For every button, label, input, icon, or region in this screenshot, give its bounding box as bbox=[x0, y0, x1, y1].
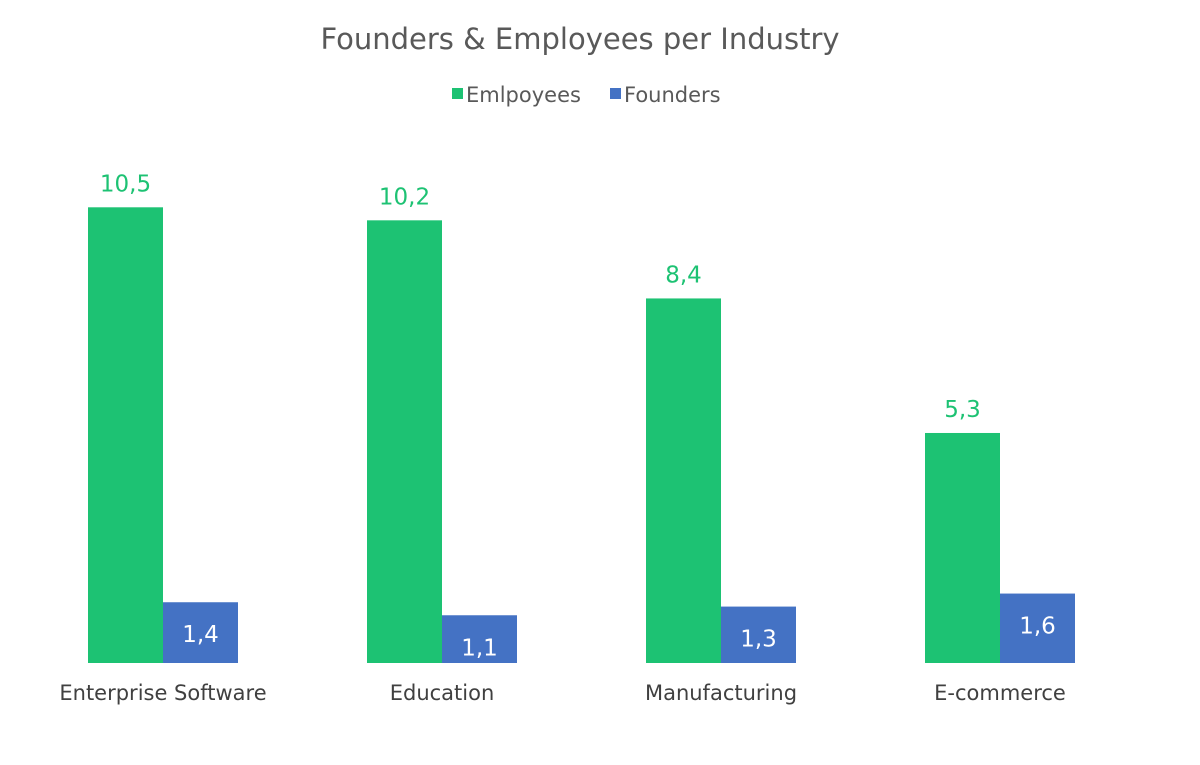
bar-employees bbox=[88, 207, 163, 664]
bar-employees bbox=[367, 220, 442, 663]
legend-label-employees: Emlpoyees bbox=[466, 83, 581, 107]
bar-founders bbox=[442, 615, 517, 663]
legend-label-founders: Founders bbox=[624, 83, 721, 107]
category-label: Education bbox=[390, 681, 495, 705]
bar-employees bbox=[925, 432, 1000, 663]
legend-swatch-founders bbox=[610, 88, 621, 99]
bar-founders bbox=[163, 602, 238, 663]
data-label-founders: 1,4 bbox=[182, 622, 219, 648]
value-labels-group: 10,5 1,4 10,2 1,1 8,4 1,3 5,3 1,6 bbox=[100, 171, 1056, 661]
data-label-employees: 10,5 bbox=[100, 171, 151, 197]
data-label-employees: 10,2 bbox=[379, 184, 430, 210]
data-label-employees: 5,3 bbox=[944, 397, 981, 423]
category-labels-group: Enterprise Software Education Manufacturin… bbox=[59, 681, 1066, 705]
chart-title: Founders & Employees per Industry bbox=[320, 22, 839, 56]
data-label-founders: 1,3 bbox=[740, 627, 777, 653]
data-label-employees: 8,4 bbox=[665, 262, 702, 288]
data-label-founders: 1,6 bbox=[1019, 614, 1056, 640]
bars-group bbox=[88, 207, 1075, 664]
bar-employees bbox=[646, 298, 721, 663]
data-label-founders: 1,1 bbox=[461, 635, 498, 661]
legend: Emlpoyees Founders bbox=[452, 83, 721, 107]
bar-founders bbox=[1000, 593, 1075, 663]
category-label: Manufacturing bbox=[645, 681, 797, 705]
bar-founders bbox=[721, 606, 796, 663]
category-label: E-commerce bbox=[934, 681, 1066, 705]
legend-swatch-employees bbox=[452, 88, 463, 99]
category-label: Enterprise Software bbox=[59, 681, 266, 705]
